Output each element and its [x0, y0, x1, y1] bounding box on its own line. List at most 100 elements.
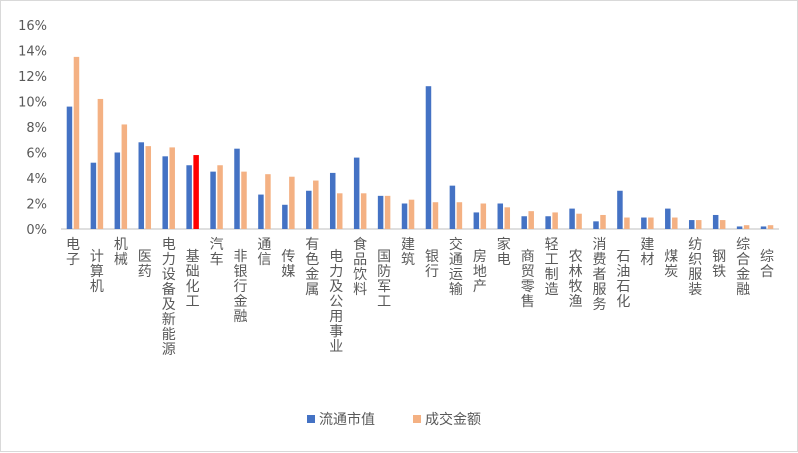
y-tick-label: 14% — [18, 45, 47, 60]
x-tick-label: 商贸零售 — [521, 249, 535, 310]
bar-market-cap — [353, 157, 360, 229]
bar-turnover — [504, 207, 511, 229]
bar-turnover — [336, 193, 343, 229]
bars-group — [66, 56, 774, 230]
bar-market-cap — [593, 221, 599, 229]
bar-turnover — [648, 217, 654, 229]
x-tick-label: 钢铁 — [712, 249, 726, 280]
y-tick-label: 6% — [26, 147, 47, 162]
bar-turnover — [672, 217, 678, 229]
bar-market-cap — [449, 185, 456, 229]
x-tick-label: 食品饮料 — [353, 236, 367, 298]
bar-market-cap — [377, 195, 384, 229]
bar-market-cap — [306, 190, 312, 229]
x-tick-label: 家电 — [497, 236, 511, 268]
x-tick-label: 消费者服务 — [593, 237, 607, 313]
bar-market-cap — [569, 208, 575, 229]
bar-market-cap — [258, 194, 264, 229]
bar-turnover — [624, 217, 630, 229]
x-tick-label: 建材 — [640, 237, 654, 268]
x-tick-label: 煤炭 — [664, 249, 678, 280]
bar-market-cap — [329, 172, 336, 229]
bar-market-cap — [114, 152, 121, 229]
bar-turnover — [145, 146, 152, 230]
bar-market-cap — [545, 216, 551, 229]
bar-market-cap — [282, 204, 288, 229]
bar-market-cap — [521, 216, 527, 229]
bar-turnover — [360, 193, 367, 229]
y-tick-label: 8% — [26, 121, 47, 136]
x-tick-label: 综合 — [760, 249, 774, 280]
x-tick-label: 农林牧渔 — [569, 249, 583, 310]
x-tick-label: 电子 — [66, 237, 80, 268]
x-tick-label: 房地产 — [473, 249, 487, 295]
bar-market-cap — [688, 220, 695, 229]
legend-swatch — [307, 415, 315, 423]
bar-market-cap — [186, 165, 192, 229]
x-tick-label: 机械 — [114, 237, 128, 268]
legend-label: 成交金额 — [425, 411, 481, 428]
bar-turnover — [241, 171, 247, 230]
x-tick-label: 建筑 — [401, 237, 415, 268]
x-tick-label: 医药 — [138, 249, 152, 280]
bar-market-cap — [497, 203, 504, 229]
x-tick-label: 电力设备及新能源 — [162, 237, 176, 358]
bar-turnover — [384, 195, 391, 229]
bar-turnover — [719, 220, 726, 229]
bar-turnover — [552, 212, 558, 229]
bar-market-cap — [760, 226, 767, 229]
legend-label: 流通市值 — [319, 411, 375, 428]
y-tick-label: 10% — [18, 96, 47, 111]
legend-swatch — [413, 415, 421, 423]
x-tick-label: 电力及公用事业 — [329, 249, 343, 355]
y-tick-label: 16% — [18, 19, 47, 34]
bar-market-cap — [66, 106, 73, 229]
x-tick-label: 交通运输 — [449, 236, 463, 298]
x-tick-label: 传媒 — [281, 249, 295, 280]
x-tick-label: 有色金属 — [305, 237, 319, 298]
bar-market-cap — [210, 171, 216, 230]
bar-turnover — [528, 211, 534, 229]
bar-market-cap — [617, 190, 623, 229]
x-tick-label: 轻工制造 — [545, 237, 559, 298]
bar-market-cap — [138, 142, 145, 229]
y-axis-ticks: 0% 2% 4% 6% 8% 10% 12% 14% 16% — [18, 19, 47, 238]
bar-market-cap — [473, 212, 480, 229]
bar-market-cap — [90, 162, 97, 229]
x-tick-label: 基础化工 — [186, 248, 200, 310]
y-tick-label: 2% — [26, 198, 47, 213]
bar-turnover — [193, 155, 199, 229]
bar-turnover — [217, 165, 223, 229]
bar-turnover — [97, 98, 104, 229]
bar-turnover — [265, 174, 271, 229]
x-tick-label: 石油石化 — [616, 249, 630, 310]
bar-turnover — [313, 180, 319, 229]
bar-turnover — [600, 214, 606, 229]
bar-turnover — [576, 213, 582, 229]
x-tick-label: 银行 — [425, 249, 439, 280]
bar-market-cap — [736, 226, 743, 229]
bar-turnover — [480, 203, 487, 229]
bar-market-cap — [712, 214, 719, 229]
x-tick-label: 计算机 — [90, 249, 104, 295]
y-tick-label: 0% — [26, 223, 47, 238]
bar-market-cap — [234, 148, 240, 229]
bar-turnover — [121, 124, 128, 229]
bar-market-cap — [641, 217, 647, 229]
bar-market-cap — [425, 86, 432, 229]
bar-turnover — [456, 202, 463, 229]
y-tick-label: 12% — [18, 70, 47, 85]
x-tick-label: 纺织服装 — [688, 237, 702, 298]
x-tick-label: 综合金融 — [736, 237, 750, 298]
bar-turnover — [169, 147, 175, 229]
bar-turnover — [73, 56, 80, 230]
x-tick-label: 通信 — [257, 237, 271, 268]
bar-market-cap — [162, 156, 168, 229]
legend: 流通市值 成交金额 — [307, 411, 481, 428]
bar-market-cap — [401, 203, 408, 229]
bar-market-cap — [665, 208, 671, 229]
bar-turnover — [743, 225, 750, 229]
